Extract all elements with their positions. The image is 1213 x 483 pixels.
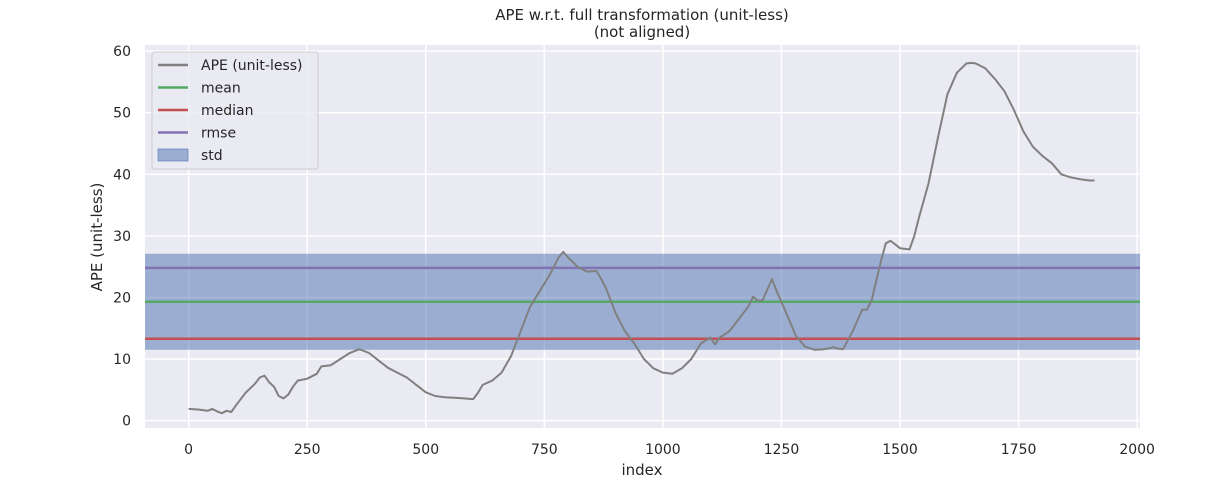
- x-tick-label: 750: [531, 442, 558, 458]
- x-tick-label: 1750: [1001, 442, 1037, 458]
- y-tick-label: 30: [113, 229, 131, 245]
- y-tick-label: 10: [113, 352, 131, 368]
- x-tick-label: 2000: [1119, 442, 1155, 458]
- stat-lines: [145, 266, 1140, 340]
- grid: [145, 45, 1140, 428]
- legend-label: std: [201, 148, 223, 164]
- x-tick-labels: 0 250 500 750 1000 1250 1500 1750 2000: [184, 442, 1155, 458]
- y-tick-label: 50: [113, 106, 131, 122]
- x-tick-label: 1250: [764, 442, 800, 458]
- x-tick-label: 0: [184, 442, 193, 458]
- x-tick-label: 250: [294, 442, 321, 458]
- legend-label: median: [201, 103, 253, 119]
- y-axis-label: APE (unit-less): [88, 183, 106, 292]
- x-tick-label: 1000: [645, 442, 681, 458]
- legend-label: rmse: [201, 126, 236, 142]
- chart-title: APE w.r.t. full transformation (unit-les…: [495, 6, 789, 24]
- x-tick-label: 1500: [882, 442, 918, 458]
- legend-label: mean: [201, 81, 241, 97]
- legend-swatch-std: [157, 148, 189, 162]
- legend: APE (unit-less) mean median rmse std: [151, 51, 319, 170]
- legend-box: [151, 51, 319, 170]
- y-tick-label: 60: [113, 44, 131, 60]
- y-tick-label: 20: [113, 290, 131, 306]
- series-layer: [188, 61, 1095, 415]
- y-tick-label: 0: [122, 414, 131, 430]
- x-tick-label: 500: [412, 442, 439, 458]
- chart-subtitle: (not aligned): [594, 23, 690, 41]
- x-axis-label: index: [621, 461, 662, 479]
- legend-label: APE (unit-less): [201, 58, 303, 74]
- ape-series-line: [188, 61, 1095, 415]
- y-tick-label: 40: [113, 167, 131, 183]
- y-tick-labels: 0 10 20 30 40 50 60: [113, 44, 131, 429]
